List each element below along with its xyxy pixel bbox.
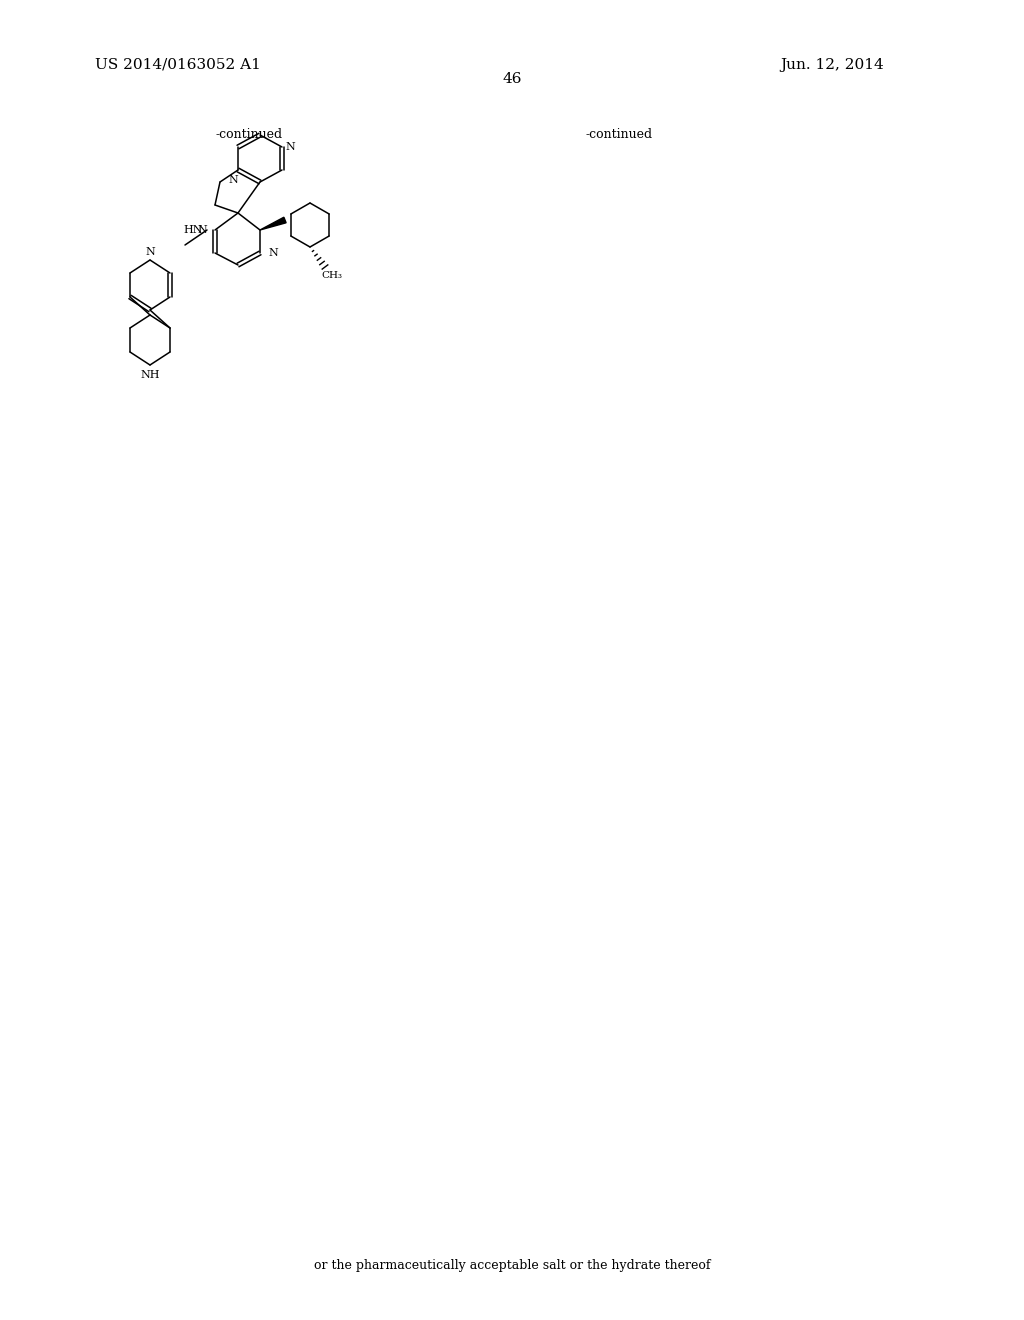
Text: NH: NH <box>140 370 160 380</box>
Text: N: N <box>268 248 278 257</box>
Text: -continued: -continued <box>585 128 652 141</box>
Text: N: N <box>228 176 238 185</box>
Text: or the pharmaceutically acceptable salt or the hydrate thereof: or the pharmaceutically acceptable salt … <box>313 1258 711 1271</box>
Text: 46: 46 <box>502 73 522 86</box>
Text: Jun. 12, 2014: Jun. 12, 2014 <box>780 58 884 73</box>
Text: US 2014/0163052 A1: US 2014/0163052 A1 <box>95 58 261 73</box>
Text: N: N <box>198 224 207 235</box>
Text: CH₃: CH₃ <box>322 271 342 280</box>
Text: N: N <box>145 247 155 257</box>
Text: N: N <box>285 143 295 152</box>
Polygon shape <box>260 218 286 230</box>
Text: HN: HN <box>183 224 203 235</box>
Text: -continued: -continued <box>215 128 283 141</box>
